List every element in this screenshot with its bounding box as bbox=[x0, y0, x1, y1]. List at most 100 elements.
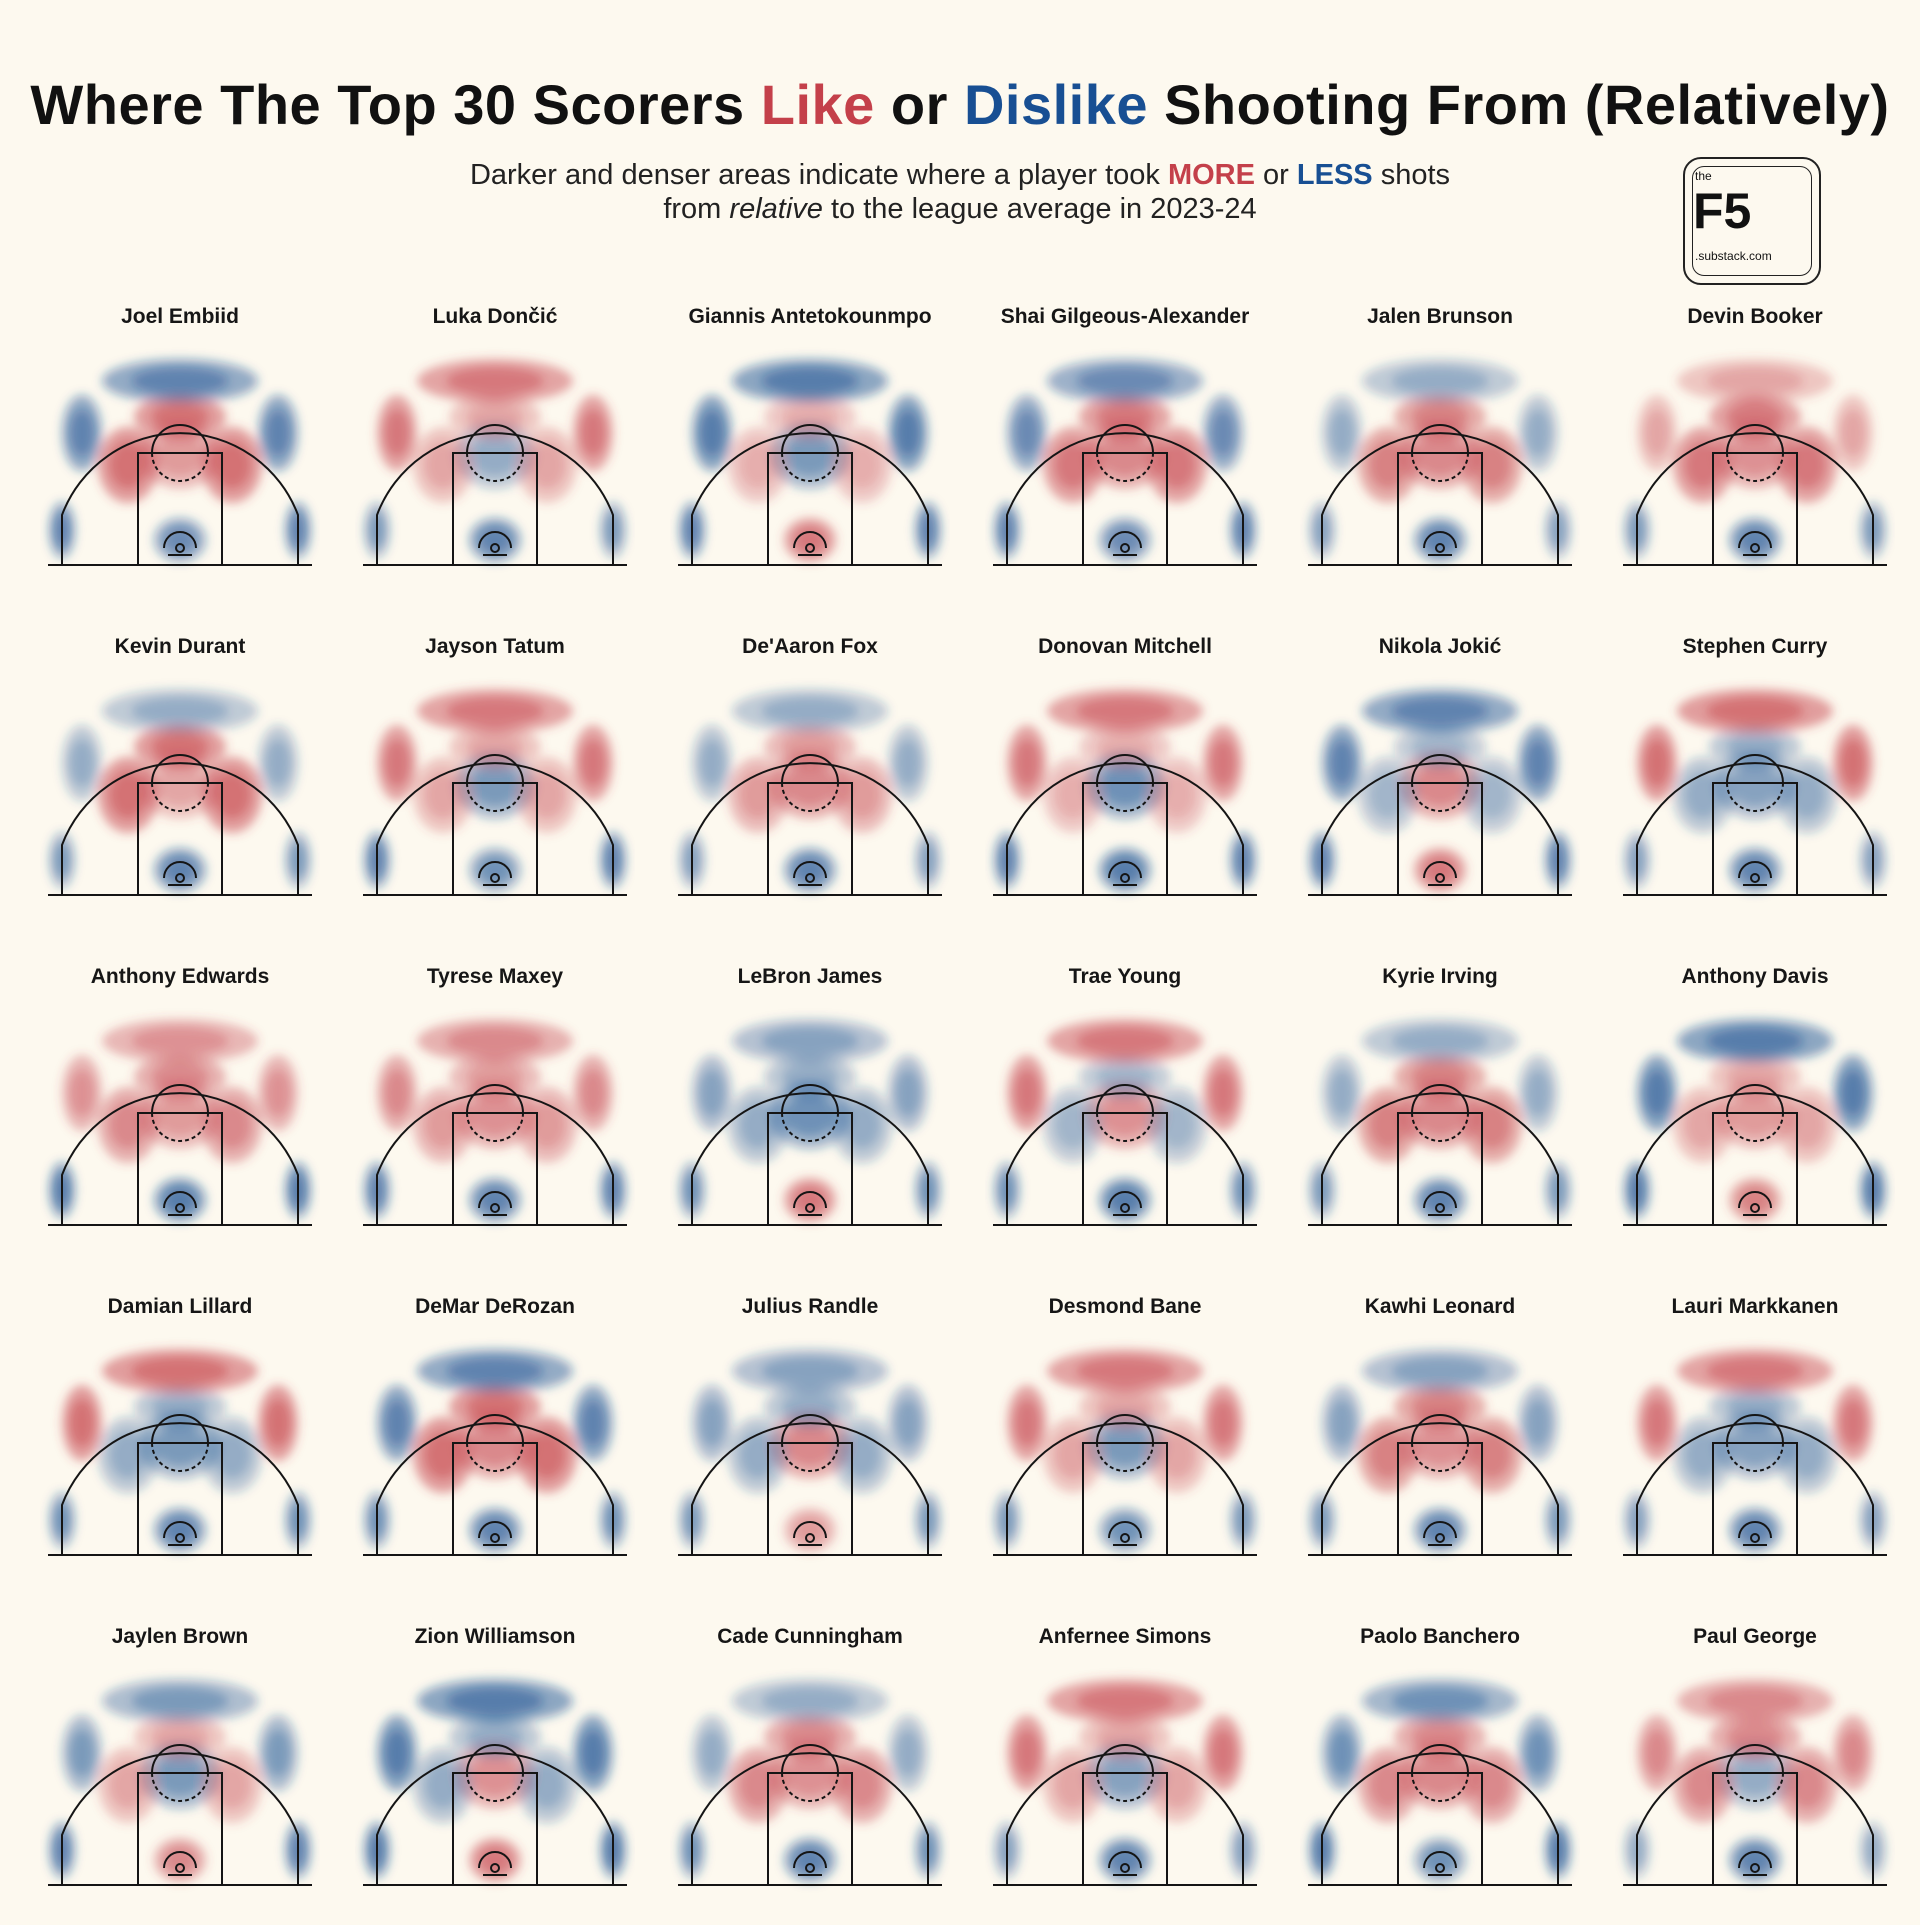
court-lines bbox=[678, 1414, 942, 1556]
restricted-area bbox=[1738, 531, 1772, 549]
density-core-above-break-3 bbox=[1329, 1069, 1355, 1117]
density-core-above-break-3 bbox=[1210, 409, 1236, 457]
density-core-above-break-3 bbox=[446, 367, 544, 395]
shot-chart bbox=[678, 1679, 942, 1886]
free-throw-circle-top bbox=[466, 1744, 524, 1774]
player-panel: LeBron James bbox=[670, 965, 950, 1265]
shot-chart bbox=[1623, 1349, 1887, 1556]
restricted-area bbox=[478, 861, 512, 879]
player-name: Julius Randle bbox=[741, 1295, 879, 1318]
density-core-above-break-3 bbox=[1391, 697, 1489, 725]
title-dislike: Dislike bbox=[963, 73, 1149, 136]
density-core-mid-range bbox=[466, 403, 524, 431]
density-core-mid-range bbox=[1788, 1101, 1826, 1149]
density-core-paint bbox=[785, 433, 835, 477]
density-core-rim bbox=[163, 526, 197, 554]
density-core-above-break-3 bbox=[131, 1027, 229, 1055]
density-core-rim bbox=[793, 1516, 827, 1544]
three-point-line bbox=[1006, 762, 1244, 895]
title-part2: Shooting From (Relatively) bbox=[1164, 73, 1890, 136]
three-point-line bbox=[1006, 1092, 1244, 1225]
three-point-line bbox=[1321, 432, 1559, 565]
free-throw-circle-bottom bbox=[151, 1772, 209, 1802]
density-core-above-break-3 bbox=[1329, 409, 1355, 457]
free-throw-circle-top bbox=[151, 424, 209, 454]
player-panel: Stephen Curry bbox=[1615, 635, 1895, 935]
restricted-area bbox=[163, 531, 197, 549]
restricted-area bbox=[1738, 861, 1772, 879]
player-panel: Donovan Mitchell bbox=[985, 635, 1265, 935]
restricted-area bbox=[1423, 1191, 1457, 1209]
court-lines bbox=[48, 424, 312, 566]
free-throw-circle-bottom bbox=[1411, 1772, 1469, 1802]
free-throw-circle-top bbox=[1096, 1414, 1154, 1444]
density-core-mid-range bbox=[1158, 1761, 1196, 1809]
free-throw-circle-bottom bbox=[1096, 1772, 1154, 1802]
free-throw-circle-top bbox=[1726, 1744, 1784, 1774]
shot-chart bbox=[1308, 359, 1572, 566]
density-core-paint bbox=[1730, 763, 1780, 807]
free-throw-circle-bottom bbox=[466, 782, 524, 812]
three-point-line bbox=[1636, 1422, 1874, 1555]
rim bbox=[490, 1533, 500, 1543]
density-layer bbox=[994, 1019, 1256, 1222]
density-core-paint bbox=[470, 1423, 520, 1467]
density-core-mid-range bbox=[1369, 771, 1407, 819]
shot-chart bbox=[48, 1019, 312, 1226]
court-lines bbox=[48, 754, 312, 896]
density-core-paint bbox=[1415, 763, 1465, 807]
density-core-above-break-3 bbox=[1014, 1729, 1040, 1777]
density-core-rim bbox=[478, 1846, 512, 1874]
density-core-above-break-3 bbox=[699, 409, 725, 457]
density-core-rim bbox=[1423, 1516, 1457, 1544]
free-throw-circle-bottom bbox=[1096, 782, 1154, 812]
subtitle-line2-a: from bbox=[663, 193, 722, 225]
player-name: Paolo Banchero bbox=[1360, 1625, 1520, 1648]
density-core-mid-range bbox=[151, 1393, 209, 1421]
paint-lane bbox=[1712, 452, 1798, 566]
rim bbox=[490, 873, 500, 883]
density-core-paint bbox=[470, 1753, 520, 1797]
density-core-paint bbox=[1415, 433, 1465, 477]
density-core-above-break-3 bbox=[1391, 1027, 1489, 1055]
player-name: Desmond Bane bbox=[1048, 1295, 1202, 1318]
rim bbox=[490, 1203, 500, 1213]
subtitle-relative: relative bbox=[729, 193, 823, 225]
player-name: Joel Embiid bbox=[121, 305, 239, 328]
density-core-mid-range bbox=[1054, 1761, 1092, 1809]
subtitle-line1-a: Darker and denser areas indicate where a… bbox=[469, 159, 1160, 191]
density-core-above-break-3 bbox=[1525, 1729, 1551, 1777]
density-core-rim bbox=[793, 1846, 827, 1874]
density-core-above-break-3 bbox=[384, 1399, 410, 1447]
restricted-area bbox=[1108, 1851, 1142, 1869]
paint-lane bbox=[137, 782, 223, 896]
density-core-mid-range bbox=[151, 733, 209, 761]
court-lines bbox=[678, 1084, 942, 1226]
density-core-mid-range bbox=[1158, 771, 1196, 819]
three-point-line bbox=[61, 1422, 299, 1555]
player-name: Kevin Durant bbox=[114, 635, 246, 658]
density-core-mid-range bbox=[739, 1101, 777, 1149]
player-name: Donovan Mitchell bbox=[1038, 635, 1212, 658]
density-core-above-break-3 bbox=[761, 1687, 859, 1715]
density-core-above-break-3 bbox=[1525, 1069, 1551, 1117]
density-core-paint bbox=[155, 1423, 205, 1467]
shot-chart bbox=[363, 689, 627, 896]
rim bbox=[805, 1533, 815, 1543]
density-layer bbox=[49, 689, 311, 892]
shot-chart bbox=[993, 359, 1257, 566]
restricted-area bbox=[793, 1191, 827, 1209]
shot-chart bbox=[1623, 1019, 1887, 1226]
player-name: Anfernee Simons bbox=[1038, 1625, 1212, 1648]
density-core-above-break-3 bbox=[131, 1687, 229, 1715]
paint-lane bbox=[137, 452, 223, 566]
rim bbox=[175, 1203, 185, 1213]
density-core-rim bbox=[163, 856, 197, 884]
player-name: Nikola Jokić bbox=[1378, 635, 1502, 658]
player-name: LeBron James bbox=[737, 965, 883, 988]
rim bbox=[1120, 873, 1130, 883]
three-point-line bbox=[376, 1752, 614, 1885]
density-core-above-break-3 bbox=[384, 1729, 410, 1777]
player-panel: DeMar DeRozan bbox=[355, 1295, 635, 1595]
density-core-mid-range bbox=[1369, 441, 1407, 489]
